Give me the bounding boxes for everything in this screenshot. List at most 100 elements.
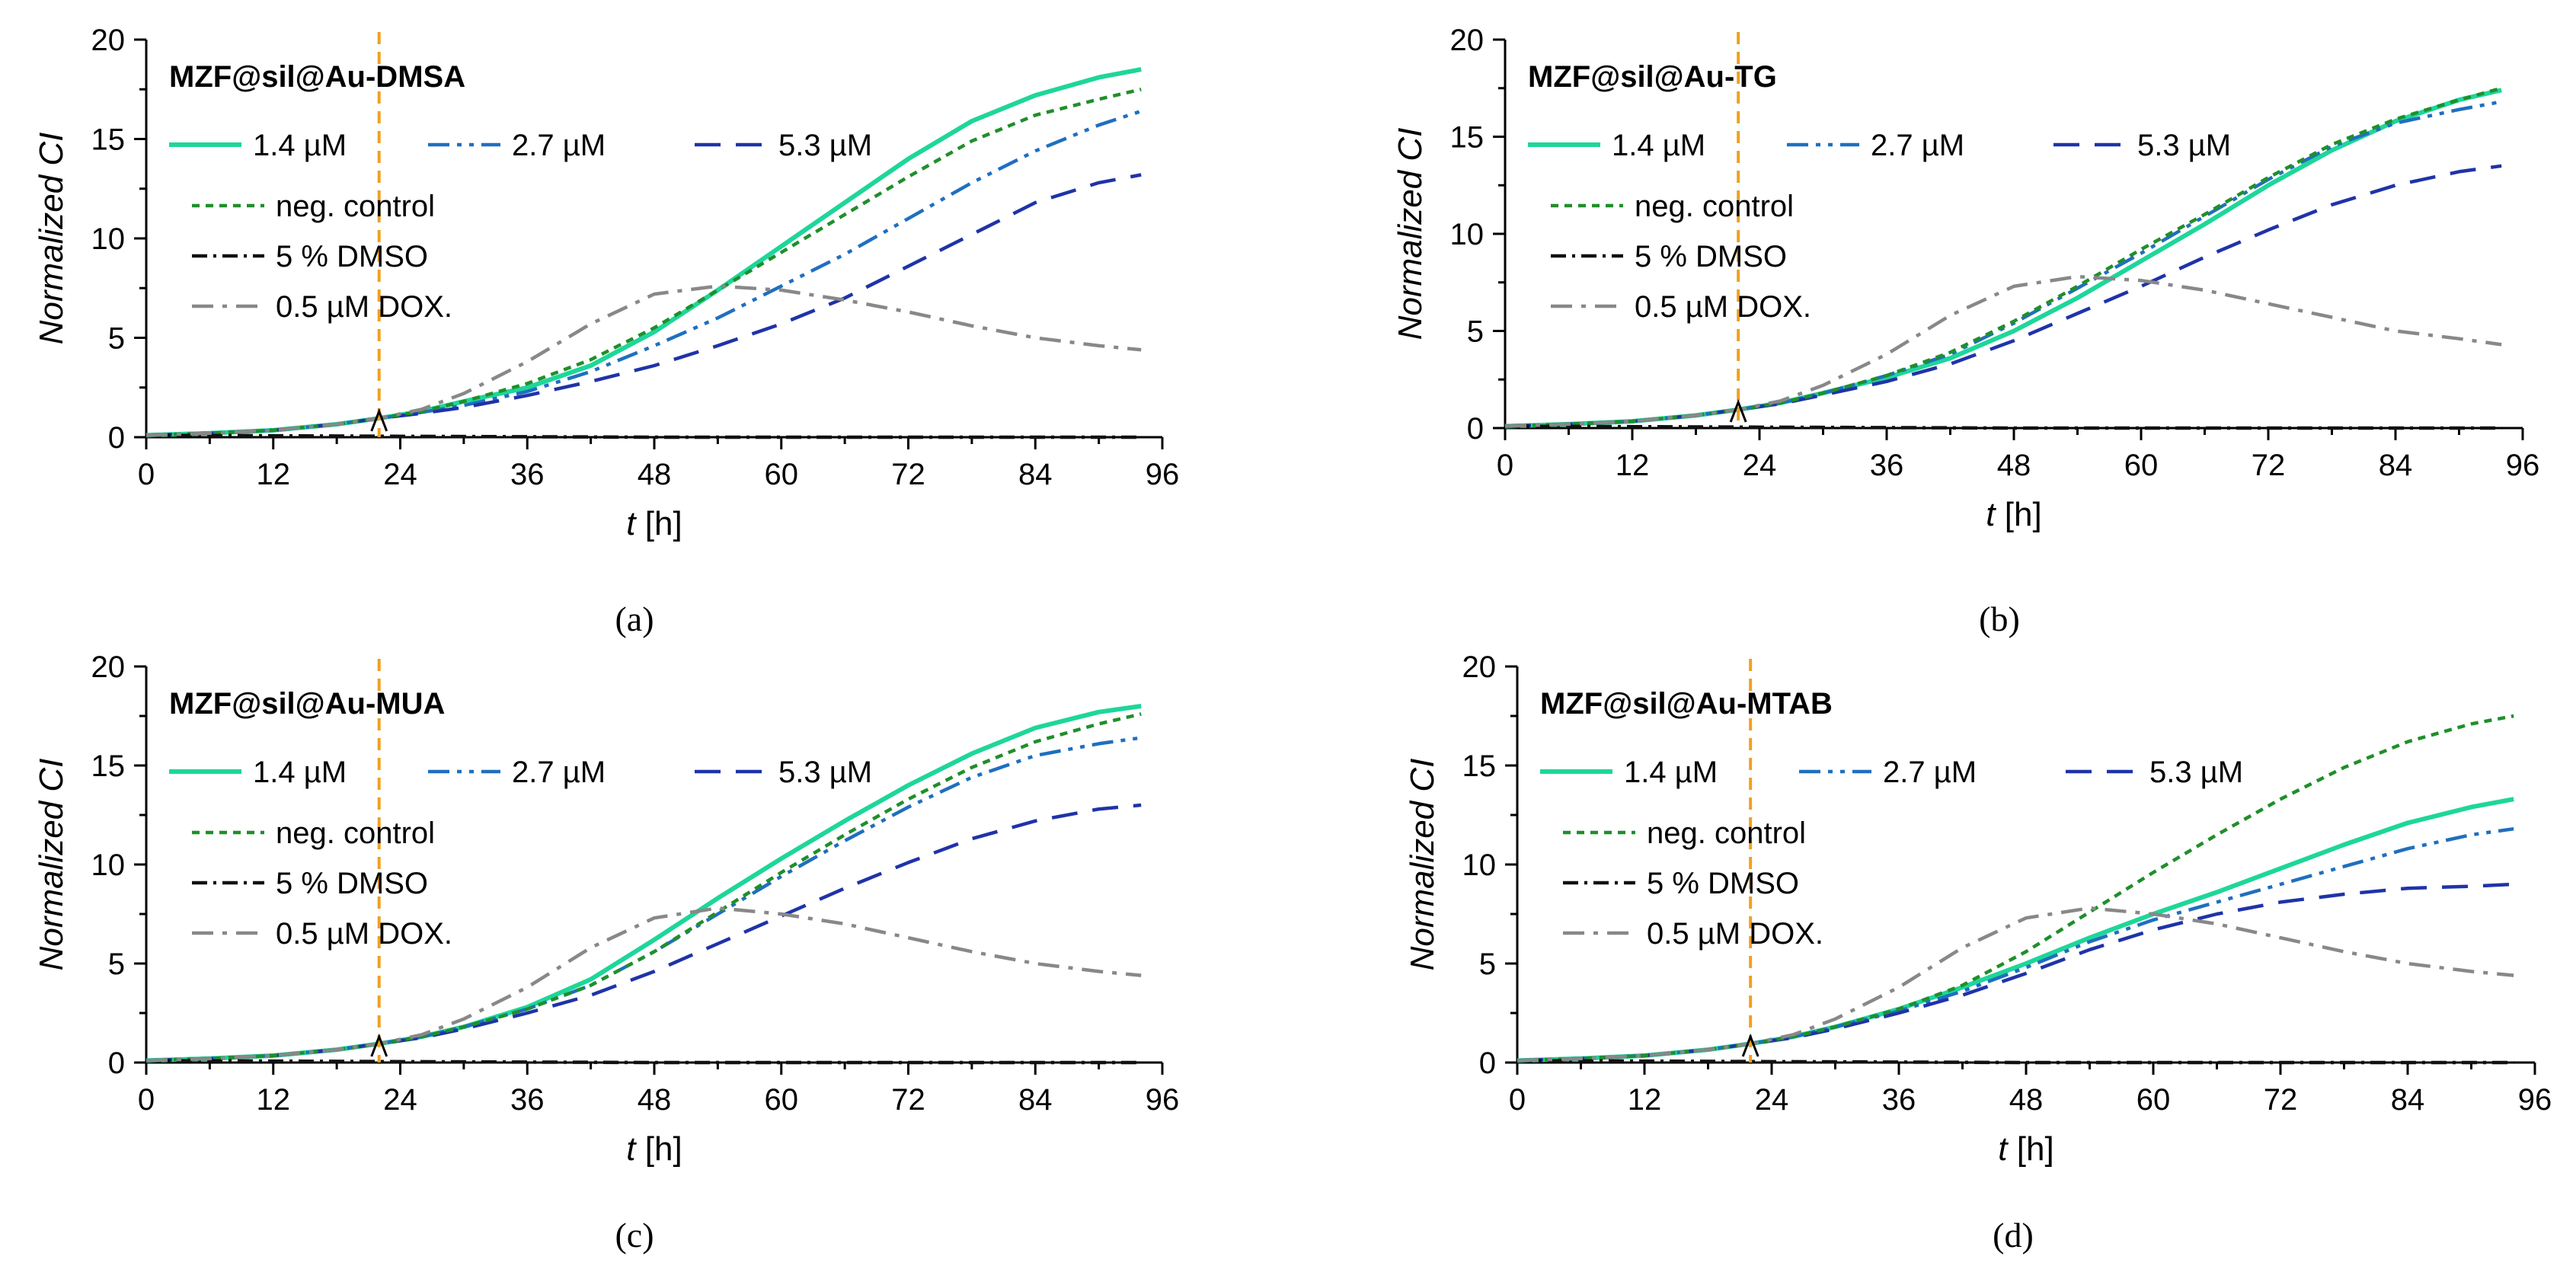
legend-label: 5 % DMSO <box>1635 240 1787 273</box>
legend-label: 2.7 µM <box>1871 129 1964 162</box>
panel-title: MZF@sil@Au-MTAB <box>1540 687 1833 721</box>
x-axis-unit: [h] <box>1996 496 2042 533</box>
x-axis-unit: [h] <box>636 505 682 542</box>
x-tick-label: 96 <box>1146 458 1180 491</box>
series-line <box>1517 1059 2514 1065</box>
series-line <box>1504 274 2502 428</box>
x-tick-label: 84 <box>2391 1083 2425 1117</box>
x-tick-label: 84 <box>1018 1083 1053 1117</box>
y-tick-label: 5 <box>1467 315 1484 349</box>
panel-label: (c) <box>615 1216 654 1254</box>
x-tick-label: 60 <box>2137 1083 2171 1117</box>
x-tick-label: 0 <box>138 458 155 491</box>
x-tick-label: 36 <box>1882 1083 1916 1117</box>
x-axis-title: t [h] <box>1998 1130 2053 1168</box>
x-tick-label: 60 <box>2124 449 2159 482</box>
legend-label: 5.3 µM <box>2149 756 2243 789</box>
chart-panel-1: 0 12 24 36 48 60 72 84 96 0 5 10 15 20 t [h] Normalized… <box>33 24 1179 638</box>
x-axis-variable: t <box>626 505 637 542</box>
panel-title: MZF@sil@Au-MUA <box>169 687 445 721</box>
series-line <box>145 1059 1142 1065</box>
legend-label: 5.3 µM <box>778 756 872 789</box>
legend-label: 5 % DMSO <box>276 867 428 900</box>
legend-label: 1.4 µM <box>1612 129 1705 162</box>
series-line <box>1517 906 2514 1063</box>
chart-panel-2: 0 12 24 36 48 60 72 84 96 0 5 10 15 20 t [h] Normalized… <box>1392 24 2539 638</box>
y-tick-label: 15 <box>1450 121 1485 155</box>
x-tick-label: 0 <box>1509 1083 1526 1117</box>
x-tick-label: 60 <box>765 458 799 491</box>
series-line <box>145 433 1142 439</box>
panel-title: MZF@sil@Au-TG <box>1528 60 1777 94</box>
y-tick-label: 15 <box>91 123 126 157</box>
legend-label: 0.5 µM DOX. <box>1635 290 1811 324</box>
chart-panel-4: 0 12 24 36 48 60 72 84 96 0 5 10 15 20 t [h] Normalized… <box>1404 650 2552 1254</box>
x-tick-label: 96 <box>1146 1083 1180 1117</box>
y-axis-title: Normalized CI <box>1404 759 1441 971</box>
x-axis-title: t [h] <box>626 505 682 542</box>
legend-label: neg. control <box>276 190 435 223</box>
chart-panel-3: 0 12 24 36 48 60 72 84 96 0 5 10 15 20 t [h] Normalized… <box>33 650 1179 1254</box>
legend-label: 0.5 µM DOX. <box>276 290 452 324</box>
legend-label: 5.3 µM <box>2137 129 2231 162</box>
x-tick-label: 12 <box>257 1083 291 1117</box>
panel-label: (b) <box>1979 599 2020 638</box>
series-line <box>1504 424 2502 430</box>
x-axis-title: t [h] <box>1986 496 2041 533</box>
x-tick-label: 48 <box>2009 1083 2044 1117</box>
legend-label: neg. control <box>1647 817 1806 850</box>
panel-label: (d) <box>1993 1216 2034 1254</box>
y-tick-label: 0 <box>1479 1047 1496 1080</box>
series-line <box>145 906 1142 1063</box>
legend-label: 2.7 µM <box>512 129 606 162</box>
legend-label: neg. control <box>1635 190 1794 223</box>
x-axis-variable: t <box>1998 1130 2009 1168</box>
x-axis-variable: t <box>1986 496 1996 533</box>
x-axis-variable: t <box>626 1130 637 1168</box>
x-tick-label: 48 <box>1997 449 2031 482</box>
treatment-arrow-icon <box>1729 398 1747 423</box>
x-tick-label: 0 <box>1497 449 1513 482</box>
y-tick-label: 20 <box>1462 650 1497 684</box>
x-tick-label: 84 <box>2379 449 2413 482</box>
y-tick-label: 10 <box>91 849 126 882</box>
x-tick-label: 96 <box>2506 449 2540 482</box>
x-tick-label: 0 <box>138 1083 155 1117</box>
x-tick-label: 48 <box>638 458 672 491</box>
legend-label: 5 % DMSO <box>276 240 428 273</box>
y-axis-title: Normalized CI <box>33 133 70 345</box>
y-tick-label: 5 <box>108 948 125 981</box>
y-tick-label: 10 <box>91 222 126 256</box>
x-tick-label: 72 <box>2264 1083 2298 1117</box>
y-tick-label: 5 <box>108 322 125 356</box>
panel-title: MZF@sil@Au-DMSA <box>169 60 465 94</box>
x-tick-label: 24 <box>1755 1083 1789 1117</box>
legend-label: 1.4 µM <box>1624 756 1718 789</box>
x-tick-label: 84 <box>1018 458 1053 491</box>
y-tick-label: 15 <box>91 749 126 783</box>
x-axis-unit: [h] <box>636 1130 682 1168</box>
y-axis-title: Normalized CI <box>33 759 70 971</box>
x-tick-label: 12 <box>1616 449 1650 482</box>
x-tick-label: 36 <box>1870 449 1904 482</box>
x-tick-label: 72 <box>2252 449 2286 482</box>
y-axis-title: Normalized CI <box>1392 128 1429 340</box>
legend-label: 5.3 µM <box>778 129 872 162</box>
y-tick-label: 10 <box>1462 849 1497 882</box>
x-tick-label: 96 <box>2518 1083 2552 1117</box>
x-axis-title: t [h] <box>626 1130 682 1168</box>
x-tick-label: 36 <box>510 1083 545 1117</box>
y-tick-label: 20 <box>91 24 126 57</box>
series-line <box>145 284 1142 437</box>
legend-label: 2.7 µM <box>1883 756 1977 789</box>
legend-label: 5 % DMSO <box>1647 867 1799 900</box>
y-tick-label: 20 <box>1450 24 1485 57</box>
y-tick-label: 10 <box>1450 218 1485 251</box>
legend-label: 1.4 µM <box>253 129 347 162</box>
y-tick-label: 0 <box>1467 412 1484 446</box>
treatment-arrow-icon <box>1741 1033 1759 1057</box>
x-tick-label: 12 <box>1628 1083 1662 1117</box>
treatment-arrow-icon <box>370 407 388 432</box>
legend-label: 0.5 µM DOX. <box>276 917 452 951</box>
